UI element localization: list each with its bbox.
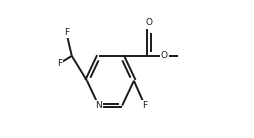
Text: N: N — [95, 101, 102, 110]
Text: F: F — [57, 59, 62, 68]
Text: F: F — [64, 28, 69, 37]
Text: F: F — [142, 101, 148, 110]
Text: O: O — [146, 18, 153, 27]
Text: O: O — [161, 51, 168, 60]
